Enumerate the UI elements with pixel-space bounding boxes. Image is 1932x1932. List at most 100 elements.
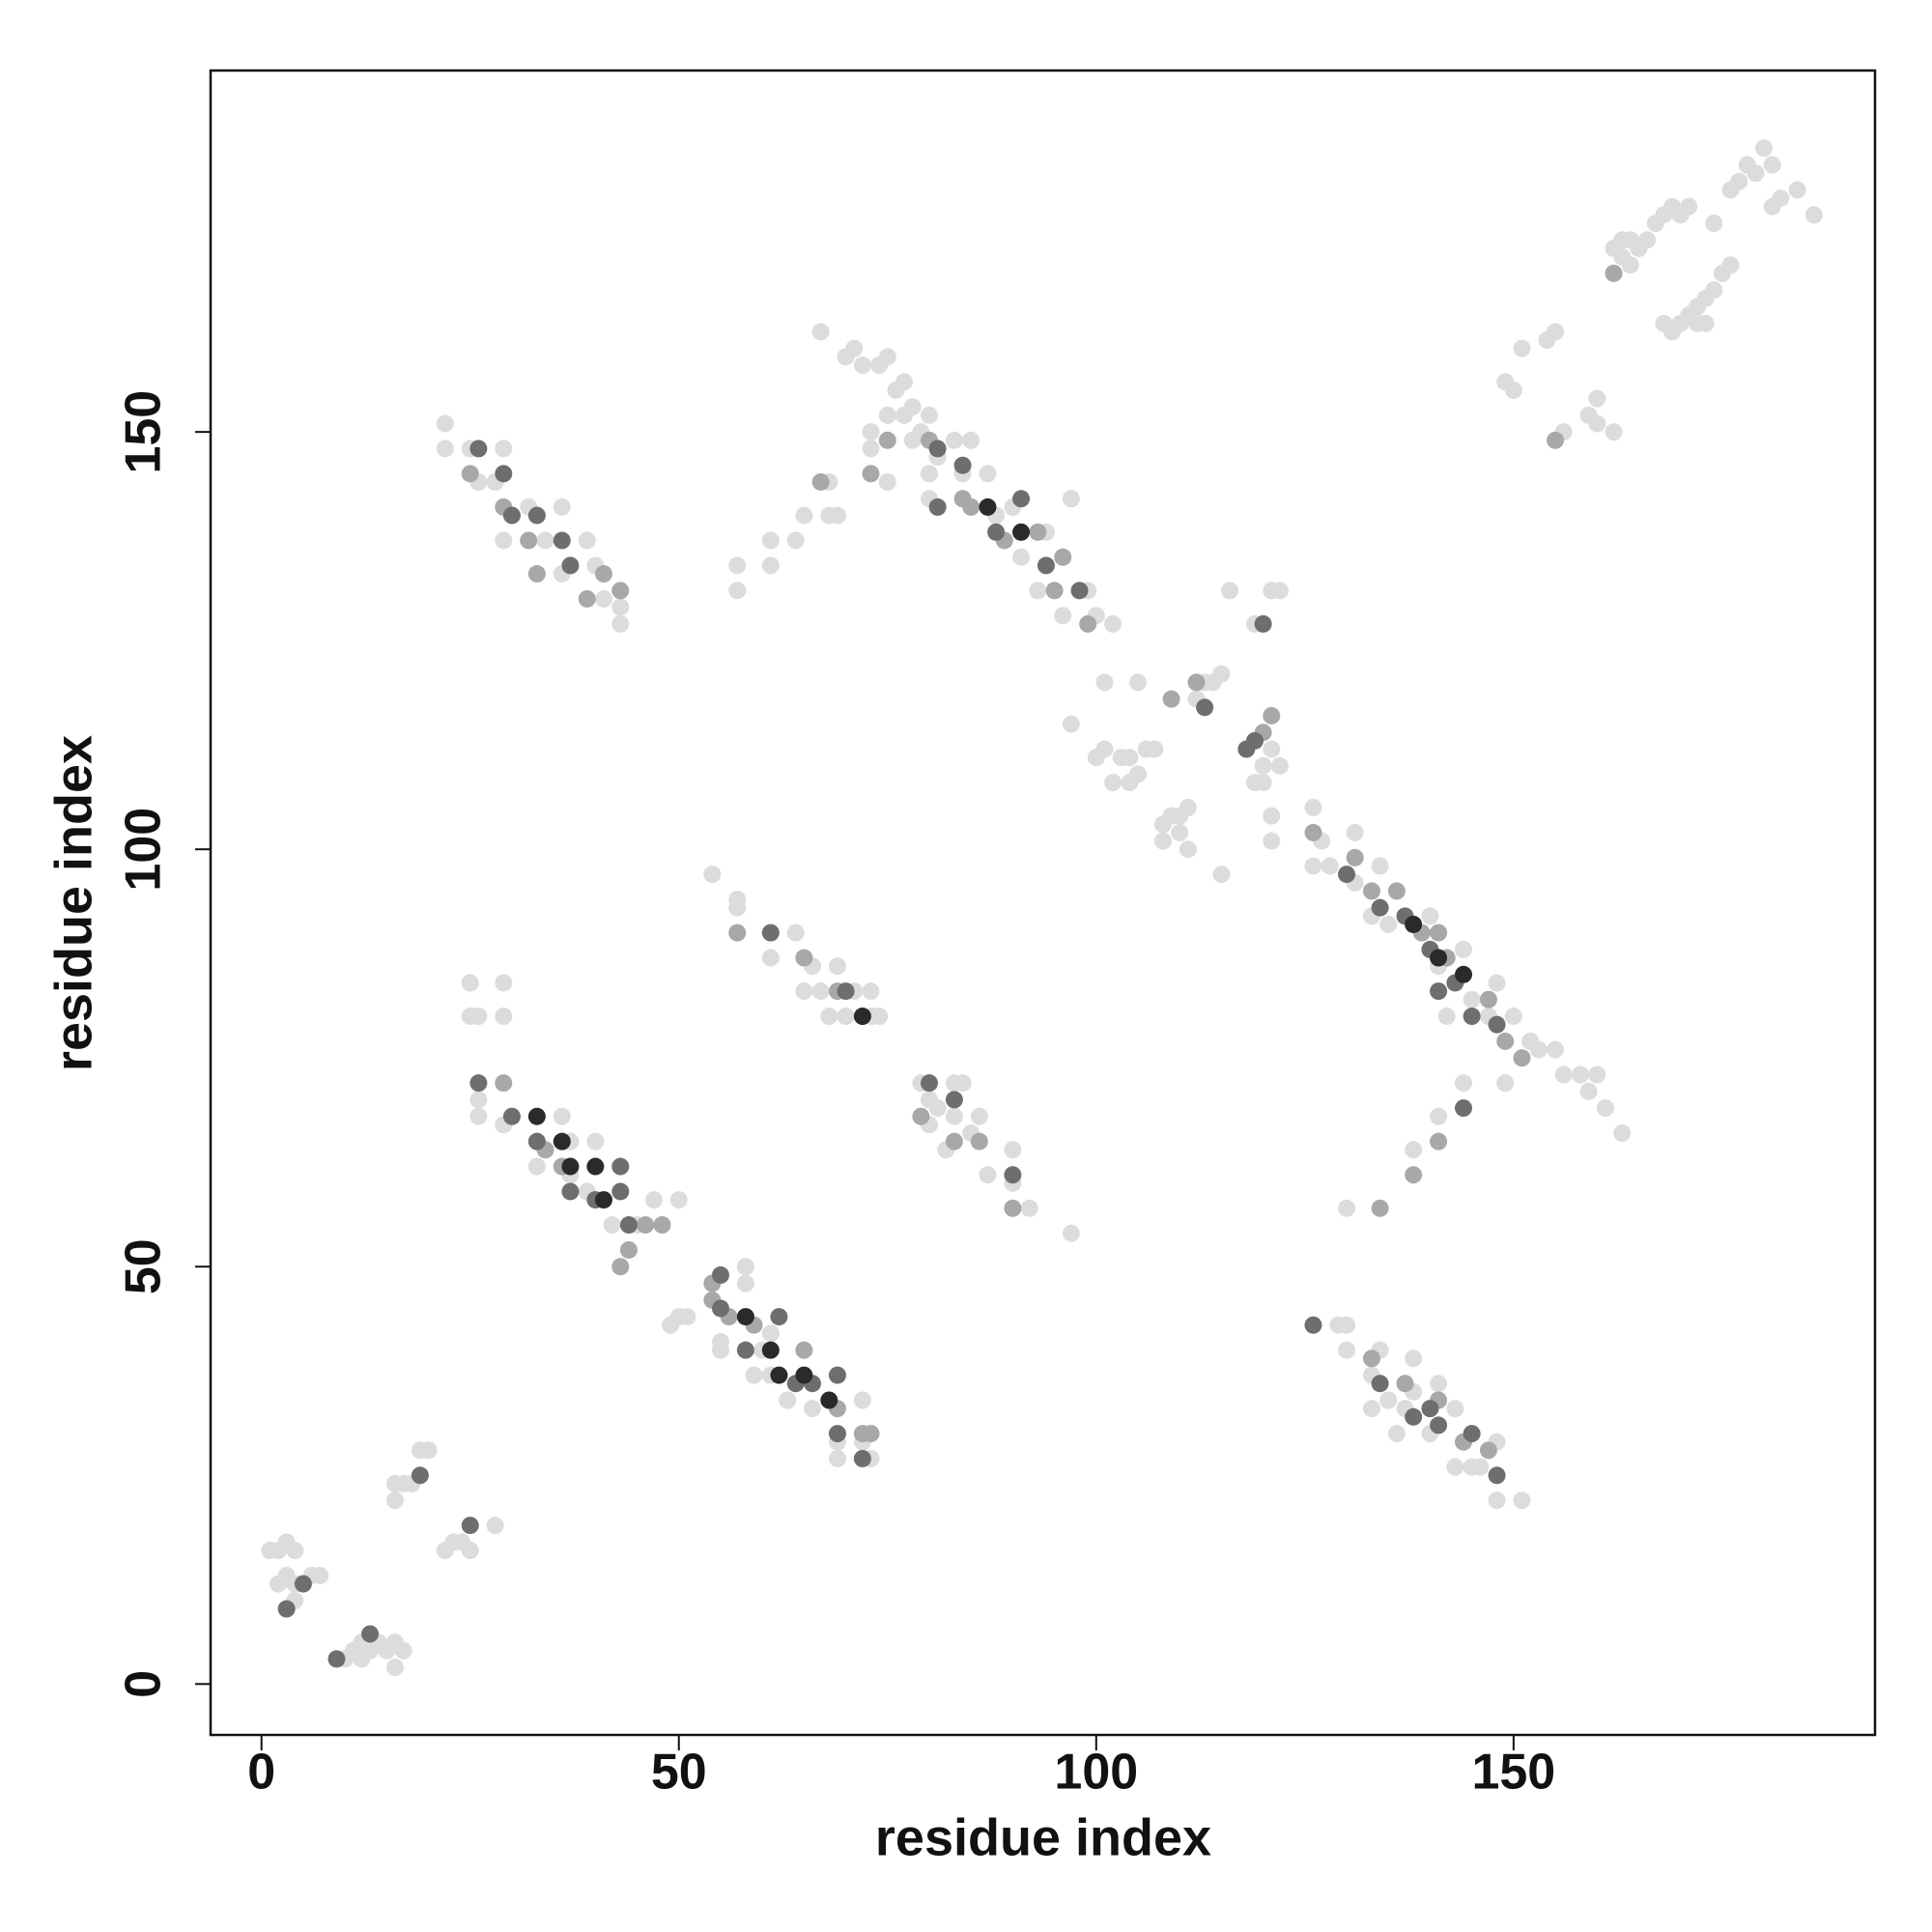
contact-point (711, 1341, 729, 1359)
contact-point (1371, 898, 1389, 917)
contact-point (1605, 264, 1623, 282)
contact-point (1187, 673, 1206, 692)
contact-point (502, 506, 521, 525)
contact-point (853, 1449, 871, 1467)
contact-point (878, 431, 896, 449)
contact-point (1430, 949, 1448, 967)
contact-point (502, 1107, 521, 1125)
y-tick-label: 50 (116, 1238, 172, 1294)
contact-point (1387, 1425, 1406, 1443)
contact-point (436, 414, 454, 433)
contact-point (611, 598, 630, 616)
contact-point (1446, 1458, 1464, 1476)
contact-point (594, 565, 612, 583)
contact-point (1730, 172, 1748, 190)
contact-point (1254, 756, 1272, 775)
contact-point (1579, 1082, 1598, 1100)
contact-point (1437, 1008, 1456, 1026)
x-tick-label: 100 (1054, 1745, 1138, 1801)
contact-point (1554, 1065, 1573, 1084)
contact-point (1763, 156, 1781, 174)
contact-point (1304, 823, 1322, 841)
contact-point (527, 1132, 546, 1151)
contact-point (728, 923, 747, 942)
contact-point (1054, 607, 1072, 625)
contact-point (928, 440, 947, 458)
contact-point (970, 1132, 988, 1151)
contact-point (1446, 1400, 1464, 1418)
contact-point (828, 957, 846, 976)
contact-point (795, 1341, 813, 1359)
contact-point (837, 1008, 855, 1026)
contact-point (611, 582, 630, 600)
contact-point (1613, 1123, 1632, 1142)
contact-point (761, 949, 780, 967)
contact-point (1012, 490, 1031, 508)
contact-point (461, 1542, 479, 1560)
contact-point (1196, 698, 1214, 717)
contact-point (1471, 1458, 1490, 1476)
contact-point (361, 1625, 380, 1643)
contact-point (1212, 866, 1231, 884)
contact-point (1029, 523, 1047, 541)
contact-point (1455, 940, 1473, 958)
contact-point (845, 339, 864, 357)
contact-point (385, 1492, 404, 1510)
contact-point (1421, 907, 1439, 925)
contact-point (1513, 339, 1531, 357)
contact-point (853, 356, 871, 375)
contact-point (1129, 765, 1148, 783)
contact-point (1621, 256, 1639, 274)
contact-point (1405, 1407, 1423, 1426)
contact-point (828, 1366, 846, 1384)
contact-point (1129, 673, 1148, 692)
contact-point (411, 1441, 429, 1460)
contact-point (878, 472, 896, 491)
contact-point (644, 1191, 663, 1209)
contact-point (770, 1308, 788, 1326)
contact-point (853, 1008, 871, 1026)
contact-point (979, 1166, 997, 1184)
contact-point (1488, 1492, 1506, 1510)
x-tick-label: 150 (1471, 1745, 1555, 1801)
contact-point (728, 582, 747, 600)
contact-point (820, 1008, 838, 1026)
contact-point (761, 923, 780, 942)
contact-point (970, 1107, 988, 1125)
contact-point (1588, 1065, 1606, 1084)
contact-point (286, 1542, 304, 1560)
contact-point (1488, 974, 1506, 992)
contact-point (495, 974, 513, 992)
contact-point (669, 1191, 688, 1209)
contact-point (1738, 156, 1756, 174)
contact-point (1062, 1224, 1080, 1242)
contact-point (1638, 231, 1657, 249)
contact-point (1146, 740, 1164, 758)
contact-point (1496, 1032, 1515, 1050)
contact-point (1405, 1166, 1423, 1184)
contact-point (1070, 582, 1089, 600)
contact-point (1496, 1074, 1515, 1093)
contact-point (795, 1366, 813, 1384)
contact-point (1362, 1350, 1380, 1368)
y-tick-label: 100 (116, 808, 172, 892)
contact-point (779, 1391, 797, 1409)
contact-point (1270, 756, 1289, 775)
contact-point (1062, 490, 1080, 508)
contact-point (903, 398, 922, 416)
contact-point (878, 348, 896, 366)
contact-point (1504, 1008, 1522, 1026)
contact-point (1263, 740, 1281, 758)
contact-point (594, 1191, 612, 1209)
contact-point (761, 1324, 780, 1343)
contact-point (920, 1074, 938, 1093)
contact-point (1721, 256, 1740, 274)
contact-point (1004, 1199, 1022, 1217)
contact-point (1179, 840, 1197, 859)
contact-point (853, 1391, 871, 1409)
contact-point (527, 506, 546, 525)
contact-point (962, 431, 980, 449)
contact-point (1529, 1040, 1548, 1059)
contact-point (736, 1308, 754, 1326)
